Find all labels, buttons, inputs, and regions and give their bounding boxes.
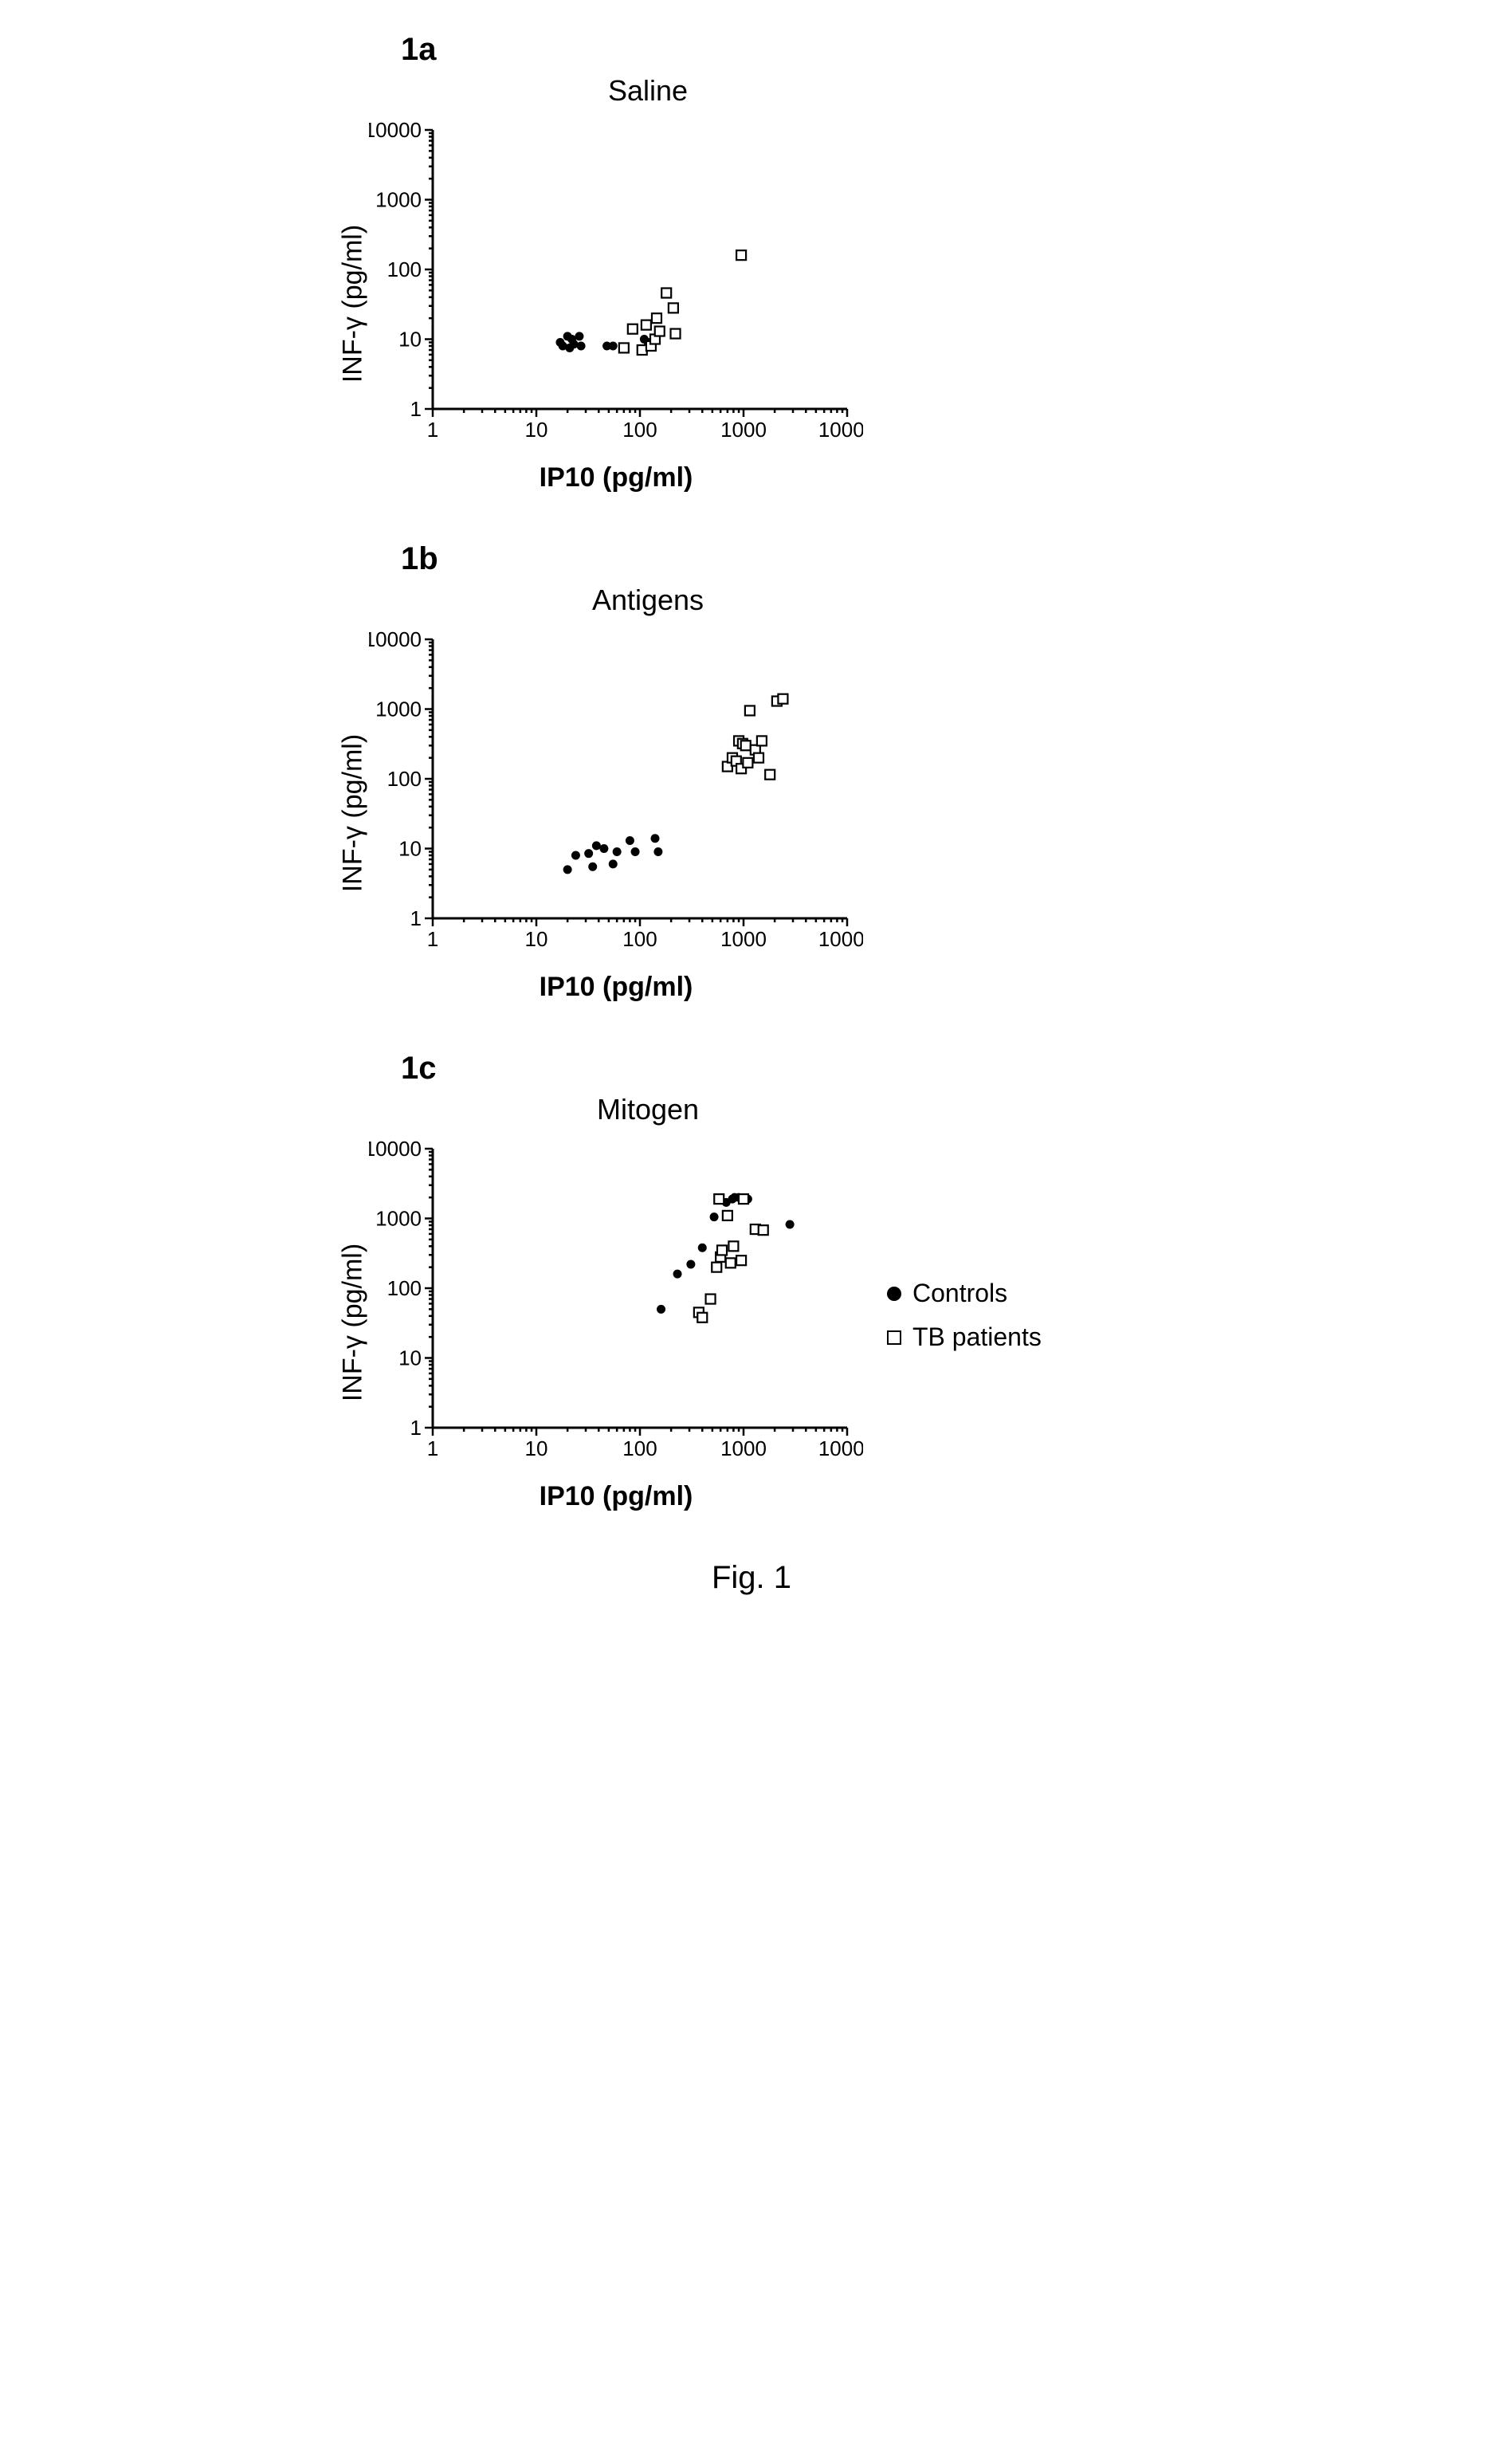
panel-1b-svg: 1 10 100 1000 10000 1 10 100 1000 10000 [369, 623, 863, 958]
svg-text:1: 1 [427, 418, 438, 442]
panel-1b-xlabel: IP10 (pg/ml) [369, 972, 863, 1003]
svg-text:10: 10 [525, 418, 548, 442]
svg-text:100: 100 [387, 257, 422, 281]
panel-1c-plot-wrap: INF-γ (pg/ml) 11010010001000011010010001… [369, 1133, 863, 1512]
legend: Controls TB patients [887, 1279, 1042, 1366]
svg-text:10000: 10000 [818, 927, 863, 951]
legend-item-tb: TB patients [887, 1322, 1042, 1352]
svg-text:1000: 1000 [720, 418, 767, 442]
svg-text:1000: 1000 [720, 1436, 767, 1460]
svg-text:100: 100 [387, 767, 422, 791]
svg-text:10000: 10000 [818, 1436, 863, 1460]
panel-1c: 1c Mitogen INF-γ (pg/ml) 1 10 100 1000 10000… [313, 1051, 1190, 1512]
legend-label-tb: TB patients [912, 1322, 1042, 1352]
panel-1a-label: 1a [401, 32, 1190, 68]
svg-text:10000: 10000 [369, 118, 422, 142]
panel-1a-xlabel: IP10 (pg/ml) [369, 462, 863, 493]
legend-marker-square-icon [887, 1330, 901, 1345]
svg-text:1000: 1000 [375, 188, 422, 212]
svg-text:100: 100 [387, 1276, 422, 1300]
svg-text:10: 10 [398, 1346, 422, 1370]
legend-label-controls: Controls [912, 1279, 1007, 1308]
svg-text:10000: 10000 [369, 1137, 422, 1161]
legend-item-controls: Controls [887, 1279, 1042, 1308]
panel-1a-ylabel: INF-γ (pg/ml) [338, 225, 369, 383]
svg-text:10: 10 [525, 1436, 548, 1460]
svg-text:10: 10 [398, 837, 422, 861]
svg-text:100: 100 [622, 1436, 657, 1460]
panel-1c-xlabel: IP10 (pg/ml) [369, 1481, 863, 1512]
panel-1b-label: 1b [401, 541, 1190, 577]
svg-text:10000: 10000 [818, 418, 863, 442]
svg-text:1: 1 [427, 927, 438, 951]
panel-1b-plot-wrap: INF-γ (pg/ml) 11010010001000011010010001… [369, 623, 863, 1003]
svg-text:1000: 1000 [720, 927, 767, 951]
legend-marker-circle-icon [887, 1287, 901, 1301]
panel-1b: 1b Antigens INF-γ (pg/ml) 1 10 100 1000 1000… [313, 541, 1190, 1003]
svg-text:10: 10 [525, 927, 548, 951]
panel-1b-title: Antigens [401, 584, 895, 617]
panel-1a-plot-wrap: INF-γ (pg/ml) 11010010001000011010010001… [369, 114, 863, 493]
svg-text:1: 1 [410, 1416, 422, 1440]
panel-1a-svg: 1 10 100 1000 10000 1 10 100 1000 10000 [369, 114, 863, 449]
svg-text:1: 1 [410, 397, 422, 421]
svg-text:1: 1 [410, 906, 422, 930]
figure-caption: Fig. 1 [313, 1560, 1190, 1596]
panel-1c-svg: 1 10 100 1000 10000 1 10 100 1000 10000 [369, 1133, 863, 1468]
panel-1a-title: Saline [401, 74, 895, 108]
svg-text:10000: 10000 [369, 627, 422, 651]
svg-text:1000: 1000 [375, 1207, 422, 1231]
panel-1c-title: Mitogen [401, 1093, 895, 1126]
svg-text:100: 100 [622, 927, 657, 951]
panel-1b-ylabel: INF-γ (pg/ml) [338, 734, 369, 892]
svg-text:1000: 1000 [375, 698, 422, 721]
panel-1a: 1a Saline INF-γ (pg/ml) 1101001000100001… [313, 32, 1190, 493]
svg-text:100: 100 [622, 418, 657, 442]
panel-1c-label: 1c [401, 1051, 1190, 1087]
svg-text:1: 1 [427, 1436, 438, 1460]
panel-1c-ylabel: INF-γ (pg/ml) [338, 1244, 369, 1401]
svg-text:10: 10 [398, 328, 422, 352]
figure-container: 1a Saline INF-γ (pg/ml) 1101001000100001… [313, 32, 1190, 1596]
